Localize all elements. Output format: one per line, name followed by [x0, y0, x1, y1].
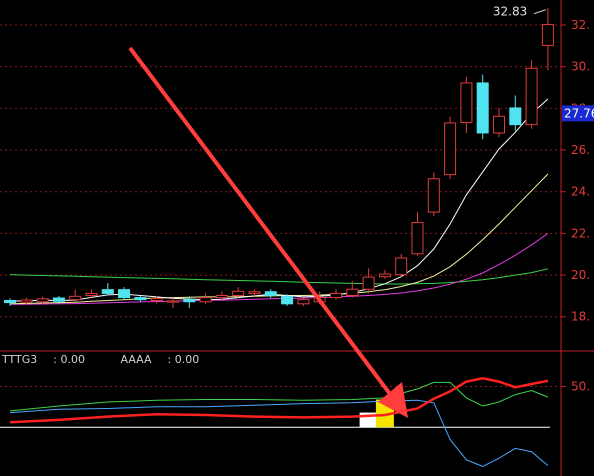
annotation-arrow-shaft [128, 46, 398, 404]
candle-body[interactable] [118, 289, 131, 299]
y-tick-label: 32. [571, 18, 590, 32]
candle-body[interactable] [101, 289, 114, 294]
candle-body[interactable] [460, 82, 473, 124]
last-price-box [562, 105, 594, 122]
sub-blue-line [9, 399, 549, 467]
candle-body[interactable] [69, 295, 82, 301]
candle-body[interactable] [232, 290, 245, 296]
legend-tttg3-value: 0.00 [60, 353, 86, 366]
candle-body[interactable] [199, 297, 212, 303]
candle-body[interactable] [346, 288, 359, 296]
candle-body[interactable] [36, 298, 49, 303]
candle-body[interactable] [509, 107, 522, 126]
candle-body[interactable] [541, 24, 554, 46]
sub-chart-legend: TTTG3: 0.00 AAAA: 0.00 [2, 353, 231, 366]
candle-body[interactable] [248, 291, 261, 294]
legend-aaaa-name: AAAA [120, 353, 152, 366]
candle-body[interactable] [167, 300, 179, 303]
candle-body[interactable] [330, 292, 342, 299]
candle-body[interactable] [52, 297, 65, 302]
candle-body[interactable] [215, 294, 228, 299]
candle-body[interactable] [444, 122, 457, 176]
y-tick-label: 24. [571, 185, 590, 199]
annotation-arrow-head [378, 382, 408, 418]
high-price-label: 32.83 [493, 5, 527, 19]
candle-body[interactable] [525, 67, 538, 126]
candle-body[interactable] [85, 292, 98, 296]
candle-body[interactable] [4, 299, 16, 304]
candle-body[interactable] [362, 276, 375, 290]
y-tick-label: 30. [571, 60, 590, 74]
legend-tttg3: TTTG3: 0.00 [2, 353, 86, 366]
candle-body[interactable] [411, 222, 424, 255]
candle-body[interactable] [264, 291, 277, 296]
candle-body[interactable] [395, 257, 408, 276]
ma20-line [10, 232, 549, 305]
sub-y-tick-label: 50. [571, 379, 590, 393]
candle-body[interactable] [493, 115, 505, 134]
y-tick-label: 26. [571, 143, 590, 157]
ma10-line [9, 173, 549, 305]
candle-body[interactable] [427, 178, 440, 213]
y-tick-label: 20. [571, 268, 590, 282]
candle-body[interactable] [378, 273, 391, 278]
candle-body[interactable] [476, 82, 489, 134]
candle-body[interactable] [183, 299, 196, 303]
legend-aaaa: AAAA: 0.00 [120, 353, 200, 366]
legend-tttg3-name: TTTG3 [2, 353, 38, 366]
y-tick-label: 22. [571, 226, 590, 240]
candle-body[interactable] [20, 299, 33, 303]
ma60-line [9, 268, 549, 285]
legend-aaaa-value: 0.00 [174, 353, 200, 366]
high-pointer [533, 9, 547, 15]
candle-body[interactable] [297, 299, 310, 305]
candle-body[interactable] [134, 297, 147, 301]
candle-body[interactable] [150, 297, 163, 301]
last-price-label: 27.76 [564, 106, 594, 120]
candle-body[interactable] [281, 295, 294, 305]
ma5-line [9, 98, 549, 302]
y-tick-label: 18. [571, 310, 590, 324]
